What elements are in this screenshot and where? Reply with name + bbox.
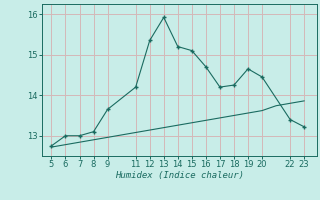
X-axis label: Humidex (Indice chaleur): Humidex (Indice chaleur) (115, 171, 244, 180)
